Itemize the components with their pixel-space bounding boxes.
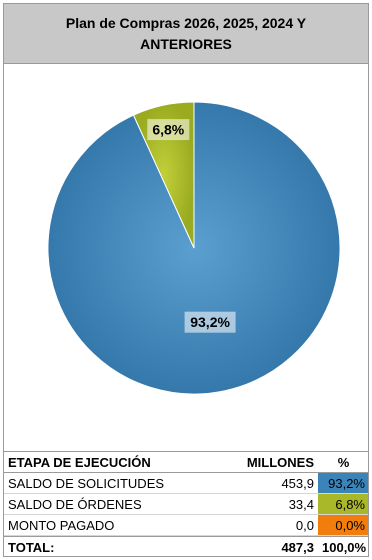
chart-panel: Plan de Compras 2026, 2025, 2024 Y ANTER…	[3, 3, 369, 557]
row-pct: 0,0%	[318, 515, 368, 535]
row-millions: 0,0	[295, 518, 314, 533]
total-pct: 100,0%	[322, 540, 367, 555]
table-row: MONTO PAGADO 0,0 0,0%	[4, 515, 368, 536]
pie-chart: 93,2% 6,8%	[47, 101, 341, 395]
data-label: 6,8%	[152, 122, 184, 138]
table-total-row: TOTAL: 487,3 100,0%	[4, 536, 368, 557]
execution-table: ETAPA DE EJECUCIÓN MILLONES % SALDO DE S…	[4, 451, 368, 557]
header-millions: MILLONES	[246, 455, 314, 470]
data-label-box	[184, 311, 236, 333]
table-row: SALDO DE ÓRDENES 33,4 6,8%	[4, 494, 368, 515]
chart-title: Plan de Compras 2026, 2025, 2024 Y ANTER…	[4, 4, 368, 64]
row-stage: MONTO PAGADO	[8, 518, 115, 533]
row-pct: 6,8%	[318, 494, 368, 514]
row-millions: 33,4	[288, 497, 314, 512]
row-stage: SALDO DE SOLICITUDES	[8, 476, 165, 491]
row-millions: 453,9	[281, 476, 314, 491]
table-header: ETAPA DE EJECUCIÓN MILLONES %	[4, 452, 368, 473]
data-label-box	[147, 119, 190, 141]
total-label: TOTAL:	[8, 540, 55, 555]
total-millions: 487,3	[281, 540, 314, 555]
header-pct: %	[337, 455, 350, 470]
data-label: 93,2%	[190, 314, 230, 330]
header-stage: ETAPA DE EJECUCIÓN	[8, 455, 151, 470]
row-pct: 93,2%	[318, 473, 368, 493]
table-row: SALDO DE SOLICITUDES 453,9 93,2%	[4, 473, 368, 494]
row-stage: SALDO DE ÓRDENES	[8, 497, 142, 512]
